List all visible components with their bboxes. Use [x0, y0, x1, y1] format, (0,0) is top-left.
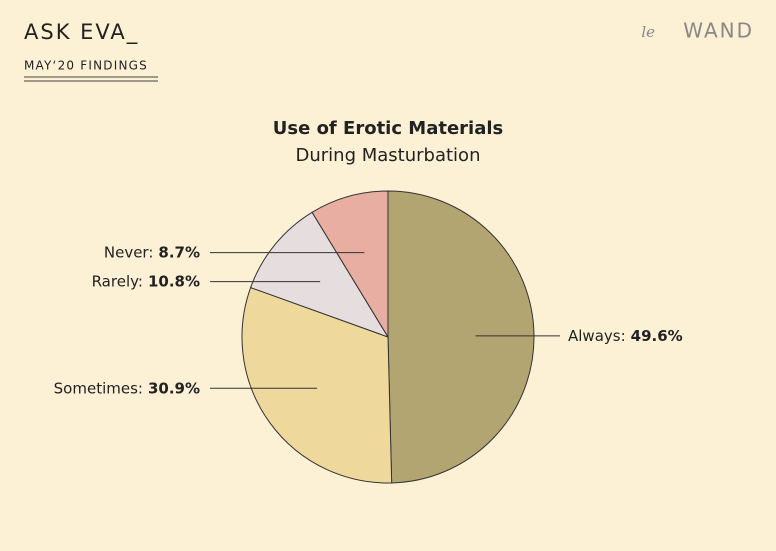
chart-title: Use of Erotic Materials [273, 118, 503, 139]
category-label: Always: [568, 326, 626, 344]
category-label: Sometimes: [54, 379, 143, 397]
category-label: Never: [104, 243, 154, 261]
pie-slice [249, 211, 390, 338]
pie-slice [241, 286, 393, 484]
data-label: Sometimes: 30.9% [54, 379, 200, 397]
category-label: Rarely: [92, 272, 143, 290]
value-label: 30.9% [148, 379, 200, 397]
pie-slice [387, 190, 535, 484]
data-label: Never: 8.7% [104, 243, 200, 261]
value-label: 49.6% [631, 326, 683, 344]
value-label: 10.8% [148, 272, 200, 290]
logo-prefix: le [641, 23, 655, 41]
value-label: 8.7% [158, 243, 200, 261]
data-label: Rarely: 10.8% [92, 272, 200, 290]
chart-subtitle: During Masturbation [296, 145, 481, 166]
logo: WAND [683, 19, 754, 43]
header-title: ASK EVA_ [24, 20, 139, 45]
header-subtitle: MAY‘20 FINDINGS [24, 59, 148, 73]
data-label: Always: 49.6% [568, 326, 683, 344]
pie-slice [311, 190, 389, 339]
